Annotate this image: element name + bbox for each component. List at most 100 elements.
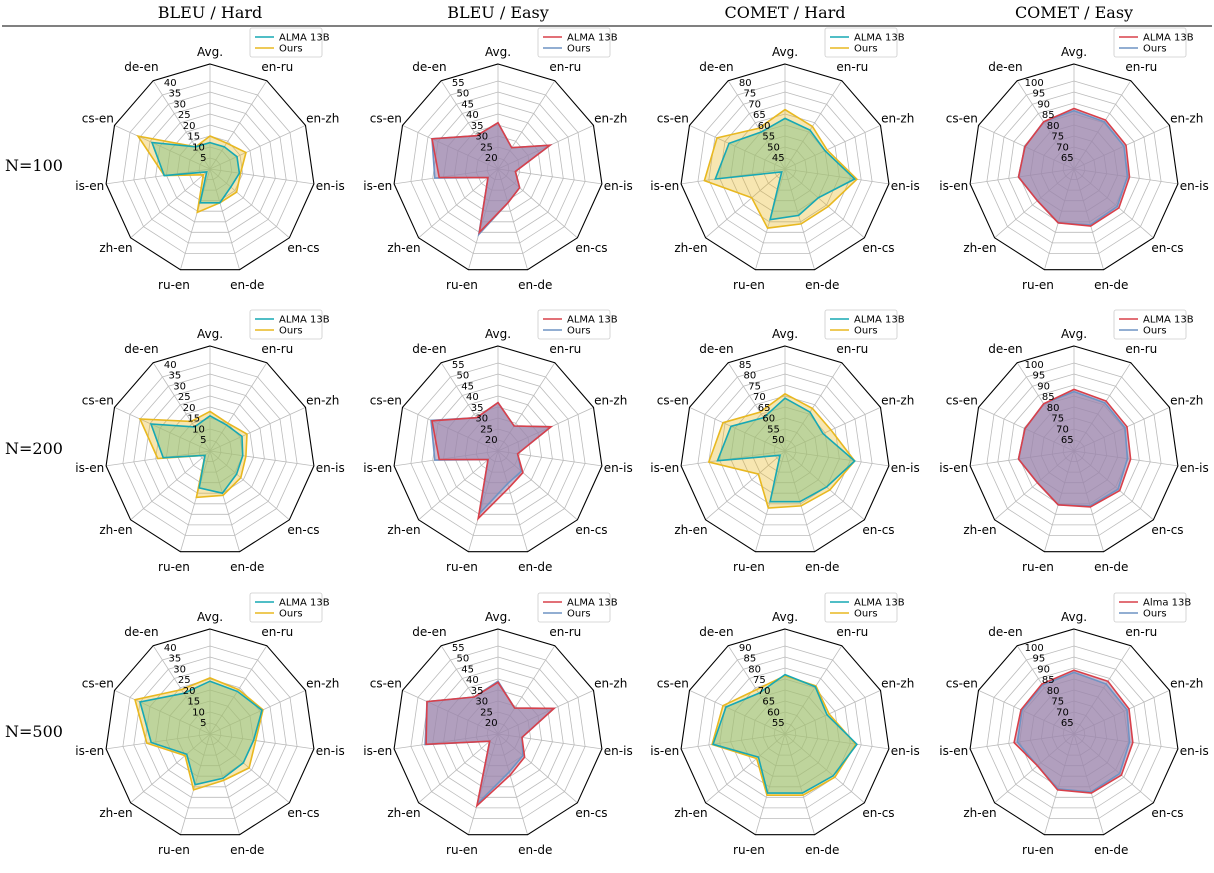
axis-label: en-de <box>1094 560 1128 574</box>
grid-ring <box>997 373 1151 526</box>
column-title: COMET / Hard <box>724 3 845 22</box>
axis-label: zh-en <box>674 241 707 255</box>
tick-label: 65 <box>1061 153 1074 164</box>
grid-ring <box>719 102 851 233</box>
axis-label: Avg. <box>772 610 798 624</box>
tick-label: 90 <box>1037 664 1050 675</box>
legend-box <box>537 309 611 340</box>
tick-label: 25 <box>178 675 191 686</box>
legend-entry: ALMA 13B <box>567 33 618 44</box>
tick-label: 75 <box>1051 697 1064 708</box>
axis-label: is-en <box>363 744 392 758</box>
grid-ring <box>1008 384 1140 515</box>
grid-ring <box>432 384 564 515</box>
radar-charts: 510152025303540Avg.en-ruen-zhen-isen-cse… <box>75 27 1209 857</box>
series-area <box>1014 670 1133 794</box>
tick-label: 45 <box>461 99 474 110</box>
axis-label: zh-en <box>387 806 420 820</box>
axis-label: en-de <box>518 843 552 857</box>
grid-ring <box>1008 667 1140 798</box>
axis-label: is-en <box>363 461 392 475</box>
tick-label: 20 <box>485 718 498 729</box>
tick-label: 75 <box>744 89 757 100</box>
tick-label: 15 <box>187 414 200 425</box>
grid-ring <box>122 645 298 819</box>
axis-label: en-cs <box>862 806 894 820</box>
axis-label: de-en <box>124 625 158 639</box>
axis-label: en-ru <box>1125 342 1157 356</box>
tick-label: 95 <box>1033 89 1046 100</box>
grid-ring <box>697 80 873 254</box>
series-line <box>149 414 244 495</box>
axis-label: de-en <box>699 342 733 356</box>
axis-label: de-en <box>412 625 446 639</box>
axis-label: en-ru <box>836 342 868 356</box>
legend-entry: Ours <box>1143 609 1167 620</box>
axis-label: is-en <box>363 179 392 193</box>
axis-label: en-zh <box>594 112 627 126</box>
axis-label: en-cs <box>287 241 319 255</box>
axis-label: Avg. <box>772 327 798 341</box>
axis-label: is-en <box>650 744 679 758</box>
axis-label: Avg. <box>485 610 511 624</box>
axis-label: de-en <box>988 625 1022 639</box>
series-area <box>151 415 243 494</box>
axis-label: de-en <box>699 625 733 639</box>
tick-label: 60 <box>758 121 771 132</box>
tick-label: 85 <box>1042 675 1055 686</box>
legend-box <box>249 27 323 58</box>
tick-label: 90 <box>1037 99 1050 110</box>
axis-label: en-ru <box>549 60 581 74</box>
grid-ring <box>144 102 276 233</box>
tick-label: 5 <box>200 435 206 446</box>
tick-label: 50 <box>772 435 785 446</box>
tick-label: 15 <box>187 132 200 143</box>
legend-entry: Ours <box>279 44 303 55</box>
axis-label: ru-en <box>446 560 478 574</box>
tick-label: 85 <box>1042 110 1055 121</box>
tick-label: 55 <box>762 132 775 143</box>
tick-label: 45 <box>461 664 474 675</box>
axis-label: en-is <box>604 461 633 475</box>
axis-label: ru-en <box>1022 560 1054 574</box>
tick-label: 40 <box>164 643 177 654</box>
grid-ring <box>708 373 862 526</box>
tick-label: 20 <box>485 435 498 446</box>
series-line <box>707 392 856 509</box>
tick-label: 100 <box>1025 360 1044 371</box>
axis-label: en-de <box>230 843 264 857</box>
axis-label: en-zh <box>881 394 914 408</box>
axis-label: en-de <box>1094 278 1128 292</box>
legend-box <box>537 592 611 623</box>
series-line <box>150 141 241 204</box>
axis-label: cs-en <box>370 394 402 408</box>
axis-label: en-is <box>891 179 920 193</box>
axis-label: cs-en <box>82 394 114 408</box>
series-area <box>140 681 262 785</box>
axis-label: is-en <box>650 461 679 475</box>
axis-label: en-ru <box>261 625 293 639</box>
tick-label: 30 <box>475 697 488 708</box>
column-title: BLEU / Easy <box>447 3 549 22</box>
axis-label: cs-en <box>370 112 402 126</box>
legend-entry: ALMA 13B <box>279 315 330 326</box>
axis-label: en-zh <box>594 394 627 408</box>
axis-label: en-zh <box>306 394 339 408</box>
tick-label: 100 <box>1025 643 1044 654</box>
tick-label: 5 <box>200 153 206 164</box>
legend-entry: ALMA 13B <box>279 33 330 44</box>
tick-label: 25 <box>178 110 191 121</box>
tick-label: 45 <box>461 381 474 392</box>
series-line <box>712 673 858 794</box>
tick-label: 35 <box>471 686 484 697</box>
axis-label: en-de <box>805 560 839 574</box>
tick-label: 100 <box>1025 78 1044 89</box>
series-line <box>138 410 248 499</box>
row-label: N=200 <box>5 439 63 458</box>
legend-entry: ALMA 13B <box>279 598 330 609</box>
